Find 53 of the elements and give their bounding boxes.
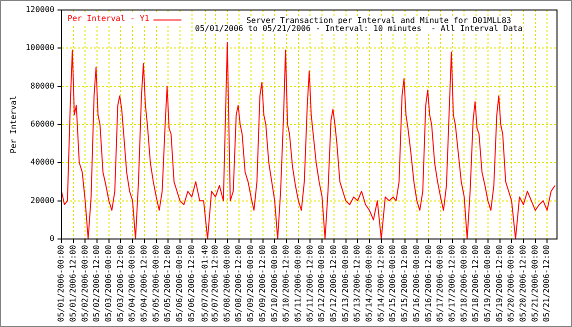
x-tick-label: 05/21/2006-00:00 xyxy=(530,244,540,322)
x-tick-label: 05/20/2006-12:00 xyxy=(518,244,528,322)
text: 05/01/2006 to 05/21/2006 - Interval: 10 minutes - All Interval Data xyxy=(195,24,523,34)
x-tick-label: 05/05/2006-12:00 xyxy=(163,244,172,322)
x-tick-label: 05/06/2006-12:00 xyxy=(186,244,196,322)
x-tick-label: 05/07/2006-12:00 xyxy=(210,244,220,322)
x-tick-label: 05/18/2006-00:00 xyxy=(459,244,468,322)
x-tick-label: 05/02/2006-00:00 xyxy=(80,244,90,322)
y-tick-label: 80000 xyxy=(30,81,55,90)
x-tick-label: 05/08/2006-12:00 xyxy=(234,244,244,322)
x-tick-label: 05/19/2006-00:00 xyxy=(482,244,492,322)
y-tick-label: 60000 xyxy=(30,120,55,129)
x-tick-label: 05/12/2006-00:00 xyxy=(317,244,326,322)
x-tick-label: 05/09/2006-00:00 xyxy=(246,244,256,322)
x-tick-label: 05/13/2006-12:00 xyxy=(352,244,362,322)
x-tick-label: 05/21/2006-12:00 xyxy=(542,244,552,322)
y-tick-label: 100000 xyxy=(26,43,55,52)
x-tick-label: 05/08/2006-00:00 xyxy=(222,244,232,322)
x-tick-label: 05/14/2006-00:00 xyxy=(364,244,374,322)
x-tick-label: 05/14/2006-12:00 xyxy=(376,244,386,322)
x-tick-label: 05/11/2006-00:00 xyxy=(293,244,302,322)
x-tick-label: 05/06/2006-00:00 xyxy=(175,244,184,322)
x-tick-label: 05/01/2006-00:00 xyxy=(56,244,66,322)
x-tick-label: 05/20/2006-00:00 xyxy=(506,244,516,322)
y-tick-label: 20000 xyxy=(30,196,55,205)
y-tick-label: 0 xyxy=(50,234,55,244)
x-tick-label: 05/11/2006-12:00 xyxy=(305,244,314,322)
x-tick-label: 05/02/2006-12:00 xyxy=(92,244,102,322)
x-tick-label: 05/15/2006-00:00 xyxy=(388,244,398,322)
x-tick-label: 05/16/2006-12:00 xyxy=(424,244,433,322)
x-tick-label: 05/04/2006-00:00 xyxy=(128,244,137,322)
x-tick-label: 05/19/2006-12:00 xyxy=(494,244,504,322)
x-tick-label: 05/17/2006-12:00 xyxy=(447,244,456,322)
x-tick-label: 05/18/2006-12:00 xyxy=(471,244,480,322)
x-tick-label: 05/16/2006-00:00 xyxy=(412,244,421,322)
y-axis-title: Per Interval xyxy=(8,95,18,154)
x-tick-label: 05/10/2006-00:00 xyxy=(270,244,279,322)
legend-label: Per Interval - Y1 xyxy=(68,14,150,24)
text: Server Transaction per Interval and Minute for D01MLL83 xyxy=(246,16,512,26)
x-tick-label: 05/12/2006-12:00 xyxy=(329,244,338,322)
x-tick-label: 05/17/2006-00:00 xyxy=(436,244,445,322)
x-tick-label: 05/10/2006-12:00 xyxy=(282,244,291,322)
x-tick-label: 05/05/2006-00:00 xyxy=(151,244,160,322)
x-tick-label: 05/13/2006-00:00 xyxy=(340,244,350,322)
x-tick-label: 05/07/2006-01:40 xyxy=(200,244,210,322)
x-tick-label: 05/01/2006-12:00 xyxy=(68,244,78,322)
y-tick-label: 40000 xyxy=(30,158,55,167)
x-tick-label: 05/04/2006-12:00 xyxy=(139,244,148,322)
x-tick-label: 05/15/2006-12:00 xyxy=(400,244,410,322)
x-tick-label: 05/03/2006-12:00 xyxy=(116,244,125,322)
x-tick-label: 05/03/2006-00:00 xyxy=(104,244,113,322)
y-tick-label: 120000 xyxy=(26,5,55,14)
x-tick-label: 05/09/2006-12:00 xyxy=(258,244,267,322)
